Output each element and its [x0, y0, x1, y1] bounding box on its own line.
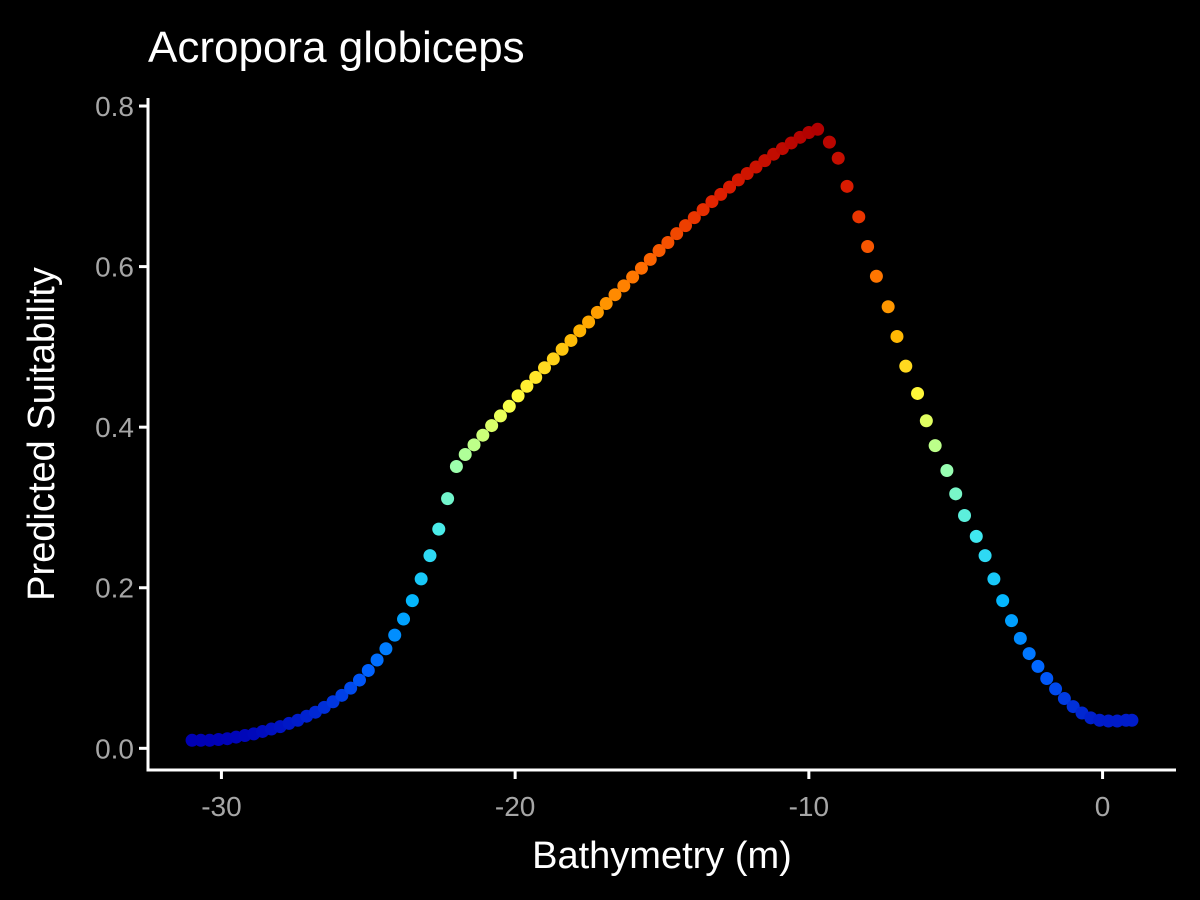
data-point	[634, 261, 648, 275]
data-point	[822, 135, 836, 149]
data-point	[949, 487, 963, 501]
data-point	[1013, 631, 1027, 645]
y-axis-title: Predicted Suitability	[21, 267, 63, 601]
data-point	[529, 370, 543, 384]
data-point	[869, 269, 883, 283]
x-tick-label: -10	[789, 791, 829, 822]
data-point	[432, 522, 446, 536]
plot-axes	[146, 98, 1176, 772]
data-point	[911, 386, 925, 400]
data-point	[538, 361, 552, 375]
data-point	[919, 414, 933, 428]
data-point	[958, 508, 972, 522]
chart-title: Acropora globiceps	[148, 23, 525, 72]
x-tick-label: 0	[1095, 791, 1111, 822]
data-point	[441, 492, 455, 506]
y-tick-label: 0.8	[95, 91, 134, 122]
x-tick-label: -20	[495, 791, 535, 822]
data-point	[1005, 614, 1019, 628]
data-point	[831, 151, 845, 165]
data-point	[370, 653, 384, 667]
y-tick-label: 0.0	[95, 733, 134, 764]
data-point	[423, 549, 437, 563]
y-tick-label: 0.2	[95, 573, 134, 604]
data-point	[546, 352, 560, 366]
data-point	[899, 359, 913, 373]
data-point	[940, 464, 954, 478]
data-point	[449, 460, 463, 474]
data-point	[590, 305, 604, 319]
data-point	[379, 642, 393, 656]
data-point	[987, 572, 1001, 586]
y-tick-label: 0.4	[95, 412, 134, 443]
data-point	[564, 333, 578, 347]
data-point	[458, 447, 472, 461]
data-point	[661, 236, 675, 250]
data-point	[852, 210, 866, 224]
data-point	[493, 409, 507, 423]
data-point	[573, 324, 587, 338]
data-point	[652, 244, 666, 258]
data-point	[617, 279, 631, 293]
data-point	[485, 419, 499, 433]
data-point	[1057, 692, 1071, 706]
data-point	[643, 252, 657, 266]
data-point	[626, 270, 640, 284]
data-points	[185, 122, 1139, 747]
data-point	[476, 428, 490, 442]
data-point	[861, 240, 875, 254]
y-tick-label: 0.6	[95, 252, 134, 283]
data-point	[928, 439, 942, 453]
data-point	[467, 438, 481, 452]
data-point	[714, 187, 728, 201]
data-point	[511, 389, 525, 403]
data-point	[520, 379, 534, 393]
data-point	[687, 211, 701, 225]
data-point	[1125, 713, 1139, 727]
data-point	[344, 681, 358, 695]
x-tick-label: -30	[201, 791, 241, 822]
data-point	[582, 315, 596, 329]
data-point	[397, 612, 411, 626]
data-point	[840, 179, 854, 193]
data-point	[678, 219, 692, 233]
data-point	[361, 663, 375, 677]
data-point	[1049, 682, 1063, 696]
data-point	[705, 195, 719, 209]
data-point	[1040, 671, 1054, 685]
y-axis-ticks: 0.0 0.2 0.4 0.6 0.8	[95, 91, 148, 764]
data-point	[335, 688, 349, 702]
data-point	[890, 329, 904, 343]
data-point	[978, 549, 992, 563]
data-point	[670, 227, 684, 241]
data-point	[388, 628, 402, 642]
data-point	[1031, 659, 1045, 673]
data-point	[811, 122, 825, 136]
x-axis-ticks: -30 -20 -10 0	[201, 770, 1110, 822]
data-point	[599, 297, 613, 311]
data-point	[414, 572, 428, 586]
data-point	[969, 529, 983, 543]
data-point	[1022, 647, 1036, 661]
data-point	[502, 399, 516, 413]
x-axis-title: Bathymetry (m)	[532, 835, 792, 877]
data-point	[555, 342, 569, 356]
data-point	[696, 203, 710, 217]
data-point	[996, 594, 1010, 608]
data-point	[723, 180, 737, 194]
data-point	[405, 594, 419, 608]
data-point	[352, 673, 366, 687]
data-point	[881, 300, 895, 314]
data-point	[608, 288, 622, 302]
